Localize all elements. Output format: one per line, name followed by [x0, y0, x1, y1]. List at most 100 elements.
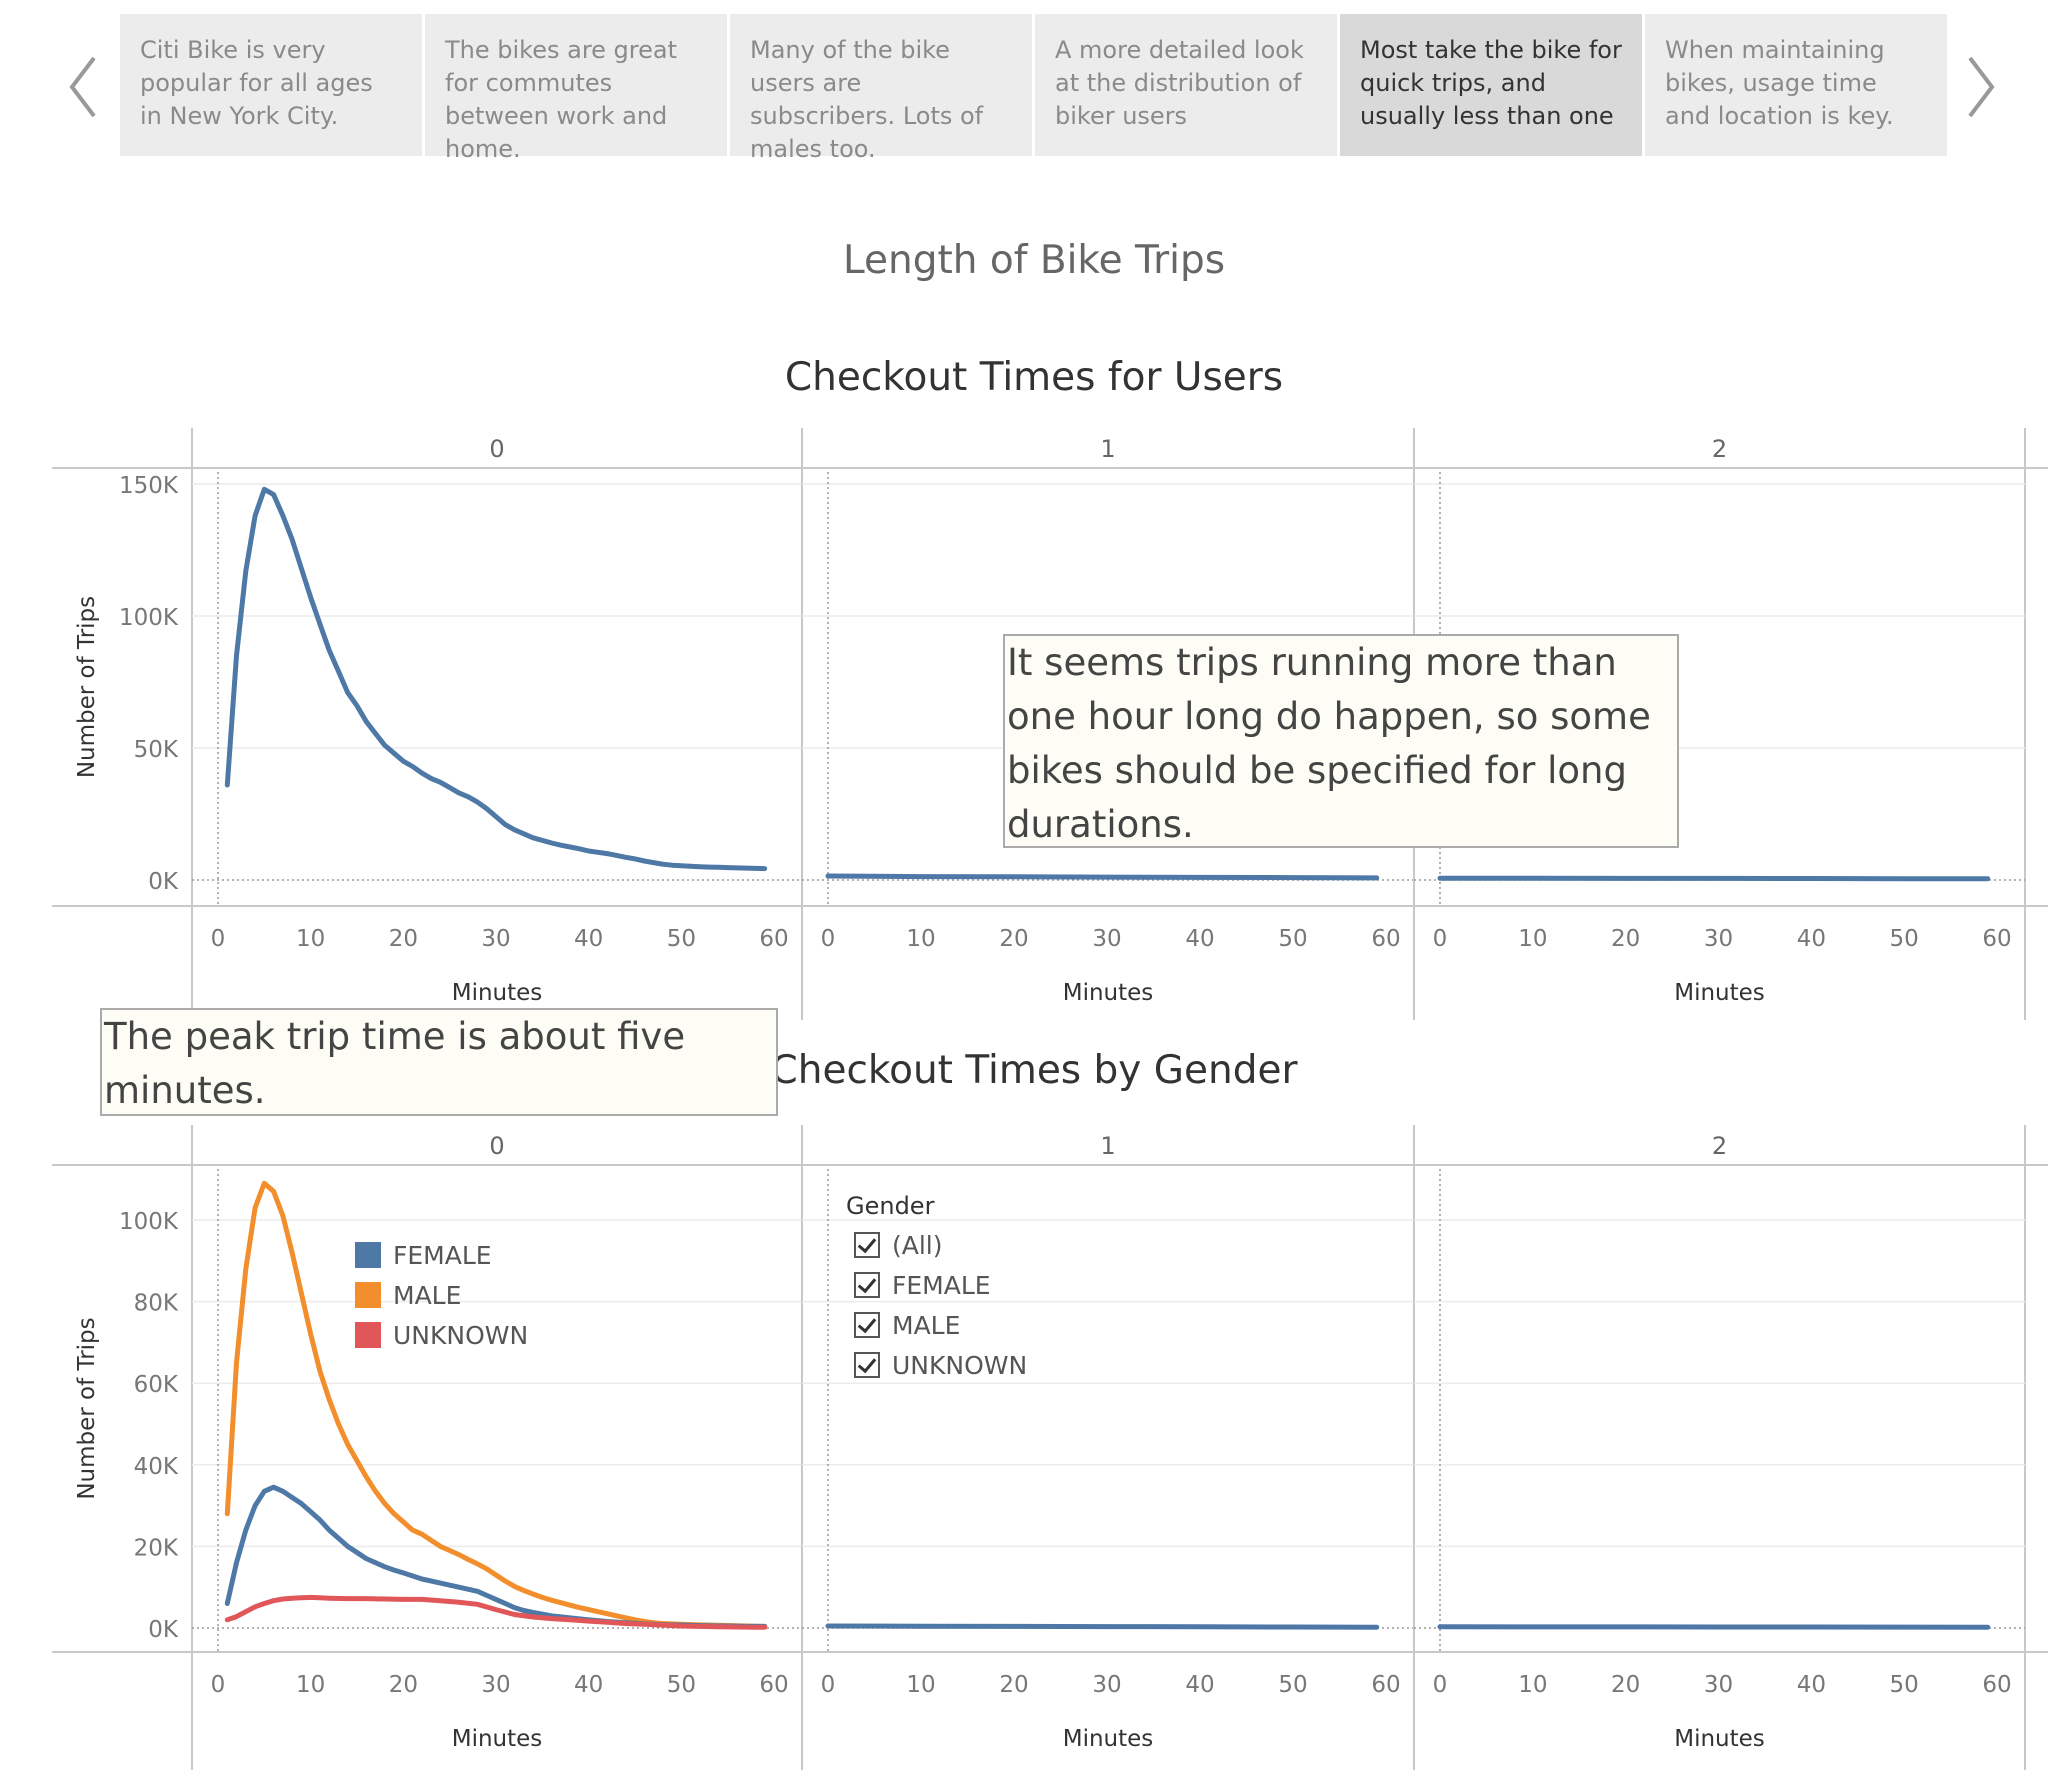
series-line-female-panel-1: [825, 1623, 1380, 1630]
gender-filter-title: Gender: [846, 1192, 935, 1220]
checkbox-icon[interactable]: [854, 1312, 880, 1338]
series-line-male-panel-0: [224, 1180, 768, 1629]
x-tick-label: 30: [1092, 1672, 1121, 1698]
x-tick-label: 20: [389, 926, 418, 952]
panel-header-label: 2: [1712, 435, 1727, 463]
x-tick-label: 40: [574, 1672, 603, 1698]
x-tick-label: 0: [211, 1672, 226, 1698]
chevron-left-icon: [69, 56, 96, 118]
panel-header-label: 1: [1100, 1132, 1115, 1160]
annotation-peak[interactable]: The peak trip time is about five minutes…: [100, 1008, 778, 1116]
series-line-trips-panel-1: [825, 873, 1380, 881]
x-tick-label: 60: [759, 1672, 788, 1698]
filter-option-unknown[interactable]: UNKNOWN: [854, 1351, 1027, 1380]
y-tick-label: 50K: [134, 737, 179, 763]
x-tick-label: 10: [906, 1672, 935, 1698]
y-tick-label: 40K: [134, 1454, 179, 1480]
y-axis-title: Number of Trips: [74, 1317, 100, 1499]
x-tick-label: 30: [481, 1672, 510, 1698]
y-tick-label: 20K: [134, 1535, 179, 1561]
x-tick-label: 20: [999, 1672, 1028, 1698]
x-tick-label: 20: [1611, 1672, 1640, 1698]
x-tick-label: 50: [1278, 926, 1307, 952]
legend-swatch-unknown: [355, 1322, 381, 1348]
x-tick-label: 10: [296, 926, 325, 952]
y-tick-label: 100K: [119, 605, 179, 631]
story-point-5[interactable]: Most take the bike for quick trips, and …: [1340, 14, 1642, 156]
legend-swatch-female: [355, 1242, 381, 1268]
story-point-3[interactable]: Many of the bike users are subscribers. …: [730, 14, 1032, 163]
story-point-1[interactable]: Citi Bike is very popular for all ages i…: [120, 14, 422, 156]
legend-label-male: MALE: [393, 1281, 462, 1310]
prev-story-button[interactable]: [64, 52, 104, 122]
x-axis-title: Minutes: [1063, 1726, 1154, 1752]
checkbox-icon[interactable]: [854, 1352, 880, 1378]
x-axis-title: Minutes: [452, 1726, 543, 1752]
checkbox-icon[interactable]: [854, 1232, 880, 1258]
panel-header-label: 1: [1100, 435, 1115, 463]
x-tick-label: 10: [1518, 1672, 1547, 1698]
checkbox-icon[interactable]: [854, 1272, 880, 1298]
panel-header-label: 2: [1712, 1132, 1727, 1160]
x-tick-label: 60: [759, 926, 788, 952]
chart-title-users: Checkout Times for Users: [784, 355, 1284, 400]
x-tick-label: 50: [1278, 1672, 1307, 1698]
y-tick-label: 80K: [134, 1291, 179, 1317]
x-tick-label: 60: [1982, 1672, 2011, 1698]
x-axis-title: Minutes: [1674, 1726, 1765, 1752]
filter-option-male[interactable]: MALE: [854, 1311, 960, 1340]
x-tick-label: 50: [1890, 1672, 1919, 1698]
x-tick-label: 60: [1982, 926, 2011, 952]
filter-option-all[interactable]: (All): [854, 1231, 943, 1260]
y-tick-label: 60K: [134, 1372, 179, 1398]
legend-label-female: FEMALE: [393, 1241, 492, 1270]
x-tick-label: 50: [1890, 926, 1919, 952]
legend-label-unknown: UNKNOWN: [393, 1321, 529, 1350]
x-axis-title: Minutes: [1674, 980, 1765, 1006]
series-line-trips-panel-2: [1437, 875, 1991, 882]
x-tick-label: 40: [574, 926, 603, 952]
story-point-2[interactable]: The bikes are great for commutes between…: [425, 14, 727, 163]
x-tick-label: 40: [1797, 1672, 1826, 1698]
story-point-6[interactable]: When maintaining bikes, usage time and l…: [1645, 14, 1947, 156]
y-tick-label: 150K: [119, 473, 179, 499]
annotation-long-trips[interactable]: It seems trips running more than one hou…: [1003, 634, 1679, 848]
panel-header-label: 0: [489, 1132, 504, 1160]
x-axis-title: Minutes: [1063, 980, 1154, 1006]
x-tick-label: 10: [1518, 926, 1547, 952]
y-axis-title: Number of Trips: [74, 596, 100, 778]
x-tick-label: 30: [481, 926, 510, 952]
x-tick-label: 0: [821, 926, 836, 952]
x-tick-label: 10: [296, 1672, 325, 1698]
x-tick-label: 60: [1371, 926, 1400, 952]
x-tick-label: 20: [1611, 926, 1640, 952]
panel-header-label: 0: [489, 435, 504, 463]
x-tick-label: 40: [1185, 1672, 1214, 1698]
dashboard-title: Length of Bike Trips: [842, 238, 1226, 283]
chart-title-gender: Checkout Times by Gender: [770, 1048, 1298, 1093]
x-axis-title: Minutes: [452, 980, 543, 1006]
x-tick-label: 40: [1185, 926, 1214, 952]
x-tick-label: 30: [1704, 926, 1733, 952]
x-tick-label: 50: [667, 926, 696, 952]
x-tick-label: 0: [821, 1672, 836, 1698]
x-tick-label: 30: [1092, 926, 1121, 952]
x-tick-label: 20: [389, 1672, 418, 1698]
filter-option-female[interactable]: FEMALE: [854, 1271, 991, 1300]
x-tick-label: 10: [906, 926, 935, 952]
x-tick-label: 30: [1704, 1672, 1733, 1698]
series-line-trips-panel-0: [224, 486, 768, 872]
series-line-unknown-panel-0: [224, 1594, 768, 1630]
chevron-right-icon: [1968, 56, 1995, 118]
x-tick-label: 50: [667, 1672, 696, 1698]
y-tick-label: 0K: [148, 869, 179, 895]
x-tick-label: 0: [1433, 926, 1448, 952]
y-tick-label: 100K: [119, 1209, 179, 1235]
story-point-4[interactable]: A more detailed look at the distribution…: [1035, 14, 1337, 156]
next-story-button[interactable]: [1960, 52, 2000, 122]
x-tick-label: 0: [211, 926, 226, 952]
series-line-female-panel-0: [224, 1484, 768, 1629]
story-navigator: Citi Bike is very popular for all ages i…: [0, 0, 2048, 170]
y-tick-label: 0K: [148, 1617, 179, 1643]
